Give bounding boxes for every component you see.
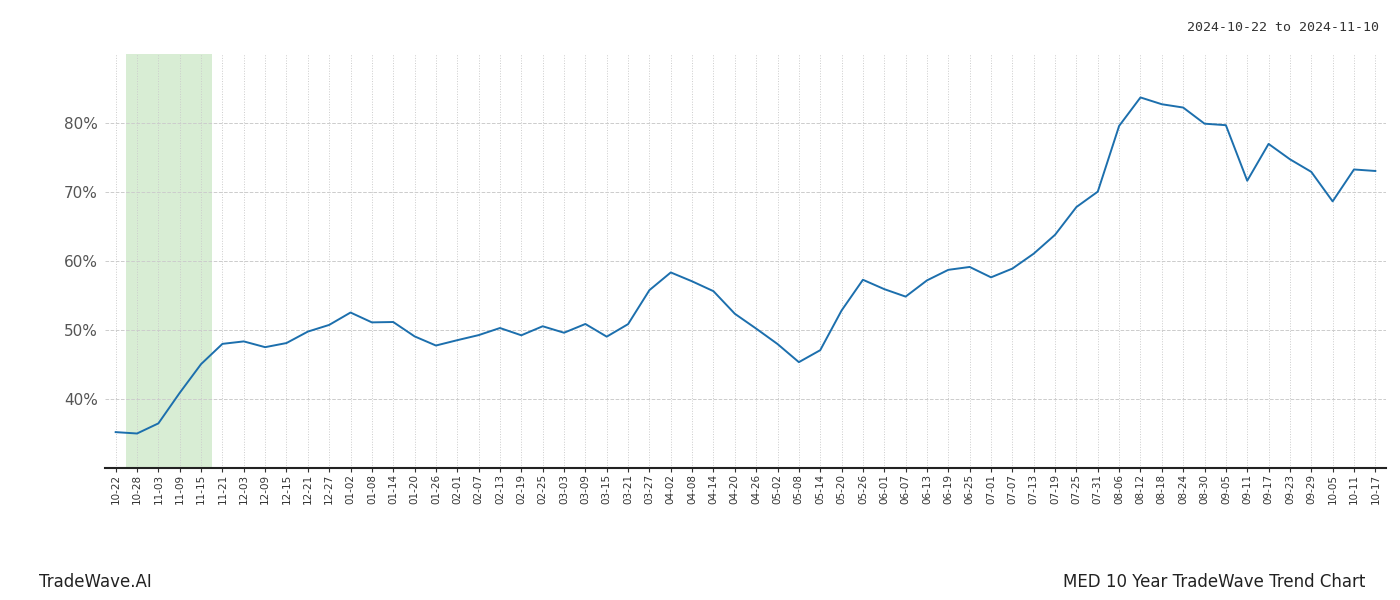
- Text: 2024-10-22 to 2024-11-10: 2024-10-22 to 2024-11-10: [1187, 21, 1379, 34]
- Text: TradeWave.AI: TradeWave.AI: [39, 573, 153, 591]
- Bar: [126, 54, 211, 468]
- Text: MED 10 Year TradeWave Trend Chart: MED 10 Year TradeWave Trend Chart: [1063, 573, 1365, 591]
